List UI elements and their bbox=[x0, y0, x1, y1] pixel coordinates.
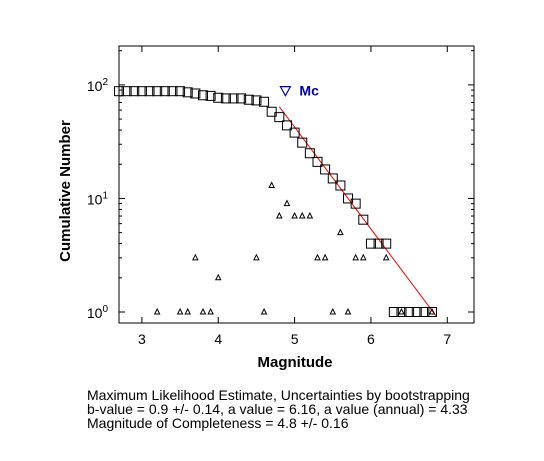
noncumulative-point bbox=[321, 253, 329, 261]
cumulative-point bbox=[281, 120, 292, 131]
cumulative-point bbox=[335, 180, 346, 191]
noncumulative-point bbox=[214, 273, 222, 281]
x-tick-label: 4 bbox=[214, 331, 222, 347]
cumulative-point bbox=[373, 238, 384, 249]
noncumulative-point bbox=[398, 307, 405, 315]
noncumulative-point bbox=[428, 307, 436, 315]
cumulative-point bbox=[381, 238, 392, 249]
cumulative-point bbox=[358, 214, 369, 225]
noncumulative-point bbox=[314, 253, 321, 261]
cumulative-point bbox=[213, 92, 224, 103]
cumulative-point bbox=[190, 88, 201, 99]
cumulative-point bbox=[274, 112, 285, 123]
noncumulative-point bbox=[184, 307, 192, 315]
noncumulative-point bbox=[207, 307, 214, 315]
y-tick-label: 102 bbox=[87, 77, 109, 94]
noncumulative-point bbox=[283, 199, 291, 207]
cumulative-point bbox=[243, 94, 254, 105]
cumulative-point bbox=[396, 306, 407, 317]
cumulative-point bbox=[365, 238, 376, 249]
noncumulative-point bbox=[359, 253, 367, 261]
plot-area bbox=[118, 45, 475, 324]
summary-line-2: b-value = 0.9 +/- 0.14, a value = 6.16, … bbox=[87, 401, 468, 417]
noncumulative-point bbox=[153, 307, 161, 315]
mc-marker bbox=[279, 86, 292, 97]
noncumulative-point bbox=[176, 307, 184, 315]
fmd-chart: 3 4 5 6 7 100 101 102 Mc Magnitude Cumulative N… bbox=[57, 45, 475, 371]
cumulative-point bbox=[419, 306, 430, 317]
cumulative-point bbox=[388, 306, 399, 317]
cumulative-point bbox=[205, 90, 216, 101]
cumulative-point bbox=[343, 193, 354, 204]
cumulative-point bbox=[144, 86, 155, 97]
x-axis-label: Magnitude bbox=[258, 354, 333, 371]
x-tick-label: 6 bbox=[367, 331, 375, 347]
cumulative-point bbox=[228, 93, 239, 104]
cumulative-point bbox=[175, 86, 186, 97]
noncumulative-point bbox=[192, 253, 199, 261]
noncumulative-point bbox=[268, 181, 275, 189]
y-tick-label: 101 bbox=[87, 190, 109, 207]
cumulative-point bbox=[197, 90, 208, 101]
cumulative-point bbox=[136, 86, 147, 97]
cumulative-point bbox=[350, 198, 361, 209]
noncumulative-point bbox=[199, 307, 207, 315]
cumulative-point bbox=[152, 86, 163, 97]
noncumulative-point bbox=[306, 211, 314, 219]
cumulative-point bbox=[259, 96, 270, 107]
fit-line bbox=[278, 106, 437, 317]
cumulative-point bbox=[121, 86, 132, 97]
cumulative-point bbox=[404, 306, 415, 317]
x-tick-label: 5 bbox=[291, 331, 299, 347]
cumulative-point bbox=[289, 127, 300, 138]
cumulative-point bbox=[266, 106, 277, 117]
y-axis-label: Cumulative Number bbox=[57, 120, 74, 262]
x-tick-label: 7 bbox=[443, 331, 451, 347]
cumulative-point bbox=[297, 137, 308, 148]
cumulative-point bbox=[114, 86, 124, 97]
noncumulative-point bbox=[291, 211, 298, 219]
cumulative-point bbox=[251, 95, 262, 106]
cumulative-point bbox=[427, 306, 438, 317]
noncumulative-point bbox=[344, 307, 352, 315]
cumulative-point bbox=[220, 93, 231, 104]
noncumulative-point bbox=[352, 253, 359, 261]
noncumulative-point bbox=[337, 228, 344, 236]
noncumulative-point bbox=[298, 211, 306, 219]
cumulative-point bbox=[182, 87, 193, 98]
mc-label: Mc bbox=[299, 83, 319, 99]
summary-line-1: Maximum Likelihood Estimate, Uncertainti… bbox=[87, 387, 470, 403]
cumulative-point bbox=[411, 306, 422, 317]
x-tick-label: 3 bbox=[138, 331, 146, 347]
cumulative-point bbox=[327, 173, 338, 184]
summary-line-3: Magnitude of Completeness = 4.8 +/- 0.16 bbox=[87, 415, 349, 431]
summary-text: Maximum Likelihood Estimate, Uncertainti… bbox=[87, 388, 537, 430]
noncumulative-point bbox=[382, 253, 390, 261]
noncumulative-point bbox=[260, 307, 268, 315]
cumulative-point bbox=[312, 156, 323, 167]
y-tick-label: 100 bbox=[87, 304, 109, 321]
noncumulative-point bbox=[329, 307, 337, 315]
cumulative-point bbox=[129, 86, 140, 97]
cumulative-point bbox=[320, 164, 331, 175]
cumulative-point bbox=[167, 86, 178, 97]
cumulative-point bbox=[159, 86, 170, 97]
cumulative-point bbox=[304, 148, 315, 159]
cumulative-point bbox=[236, 93, 247, 104]
noncumulative-point bbox=[253, 253, 260, 261]
noncumulative-point bbox=[276, 211, 283, 219]
